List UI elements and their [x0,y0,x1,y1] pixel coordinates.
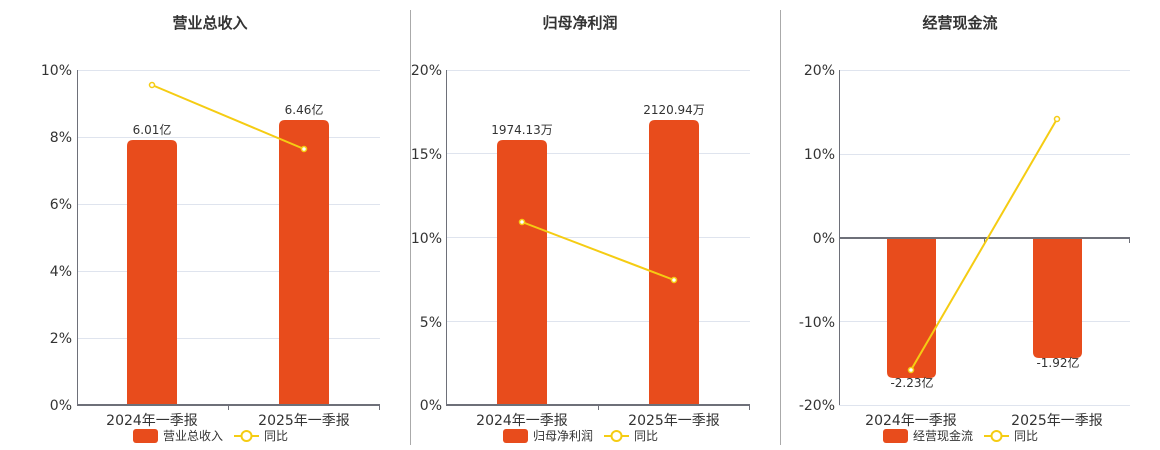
line-point[interactable] [518,218,526,226]
yoy-line [910,118,1058,371]
bar-label: -2.23亿 [890,375,933,390]
y-tick: 0% [420,398,442,414]
x-tick: 2024年一季报 [106,413,198,429]
y-tick: 10% [804,147,835,163]
line-point[interactable] [300,145,308,153]
y-tick: 15% [411,147,442,163]
y-tick: 0% [50,398,72,414]
line-point[interactable] [1053,115,1061,123]
legend-label: 同比 [1014,429,1038,443]
yoy-line [151,84,305,150]
bar[interactable] [279,120,329,405]
legend[interactable]: 经营现金流 同比 [883,428,1038,443]
legend-label: 归母净利润 [533,429,593,443]
chart-revenue: 营业总收入 10% 8% 6% 4% 2% 0% 6.01亿 6.46亿 202… [41,14,380,443]
x-tick: 2025年一季报 [258,413,350,429]
bar[interactable] [649,120,699,405]
y-tick: -20% [799,398,835,414]
line-point[interactable] [670,276,678,284]
y-tick: 6% [50,197,72,213]
legend[interactable]: 营业总收入 同比 [133,429,288,443]
bar[interactable] [887,238,936,378]
bar-label: 1974.13万 [491,123,553,137]
y-tick: 8% [50,130,72,146]
legend-label: 经营现金流 [913,428,973,443]
legend-line-icon [990,430,1003,442]
x-tick: 2025年一季报 [628,413,720,429]
y-tick: 5% [420,315,442,331]
bar[interactable] [1033,238,1082,358]
y-tick: 10% [41,63,72,79]
chart-net-profit: 归母净利润 20% 15% 10% 5% 0% 1974.13万 2120.94… [411,14,750,443]
y-tick: 4% [50,264,72,280]
legend-label: 营业总收入 [163,429,223,443]
x-tick: 2024年一季报 [476,413,568,429]
x-tick: 2024年一季报 [865,413,957,429]
chart-title: 营业总收入 [172,14,247,32]
legend-label: 同比 [634,429,658,443]
legend[interactable]: 归母净利润 同比 [503,429,658,443]
bar-label: 6.46亿 [285,102,324,117]
y-tick: 20% [411,63,442,79]
chart-title: 经营现金流 [922,14,997,32]
line-point[interactable] [907,366,915,374]
y-tick: 2% [50,331,72,347]
chart-title: 归母净利润 [542,14,617,32]
line-point[interactable] [148,81,156,89]
y-tick: -10% [799,315,835,331]
bar-label: 6.01亿 [133,122,172,137]
y-tick: 10% [411,231,442,247]
bar-label: -1.92亿 [1036,355,1079,370]
bar[interactable] [497,140,547,405]
x-tick: 2025年一季报 [1011,413,1103,429]
legend-bar-swatch [883,429,908,443]
yoy-line [521,221,675,281]
legend-bar-swatch [133,429,158,443]
y-tick: 20% [804,63,835,79]
legend-bar-swatch [503,429,528,443]
legend-line-icon [240,430,253,442]
bar[interactable] [127,140,177,405]
legend-line-icon [610,430,623,442]
chart-operating-cashflow: 经营现金流 20% 10% 0% -10% -20% -2.23亿 -1.92亿… [799,14,1130,443]
y-tick: 0% [813,231,835,247]
bar-label: 2120.94万 [643,103,705,117]
legend-label: 同比 [264,429,288,443]
